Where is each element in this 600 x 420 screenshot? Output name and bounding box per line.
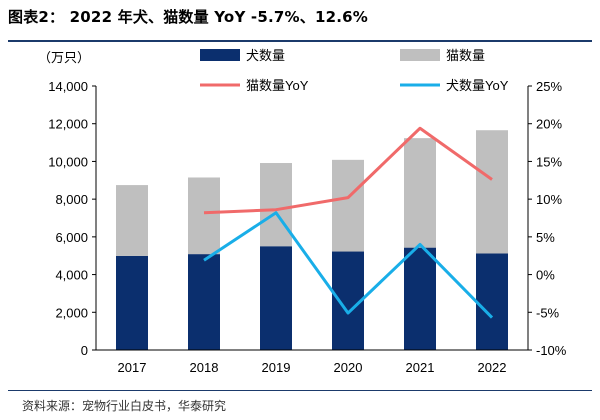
right-tick-label: 15%	[536, 154, 562, 169]
cat-count-bar	[260, 163, 292, 247]
dog-count-bar	[116, 255, 148, 350]
chart-title: 图表2： 2022 年犬、猫数量 YoY -5.7%、12.6%	[8, 8, 368, 26]
right-tick-label: -10%	[536, 343, 567, 358]
cat-yoy-line	[203, 126, 493, 215]
right-tick-label: -5%	[536, 305, 560, 320]
legend-label: 猫数量	[446, 48, 485, 63]
dog-count-bar	[332, 251, 364, 350]
legend-label: 犬数量	[246, 48, 285, 63]
legend-swatch	[200, 49, 240, 61]
x-tick-label: 2020	[334, 360, 363, 375]
x-tick-label: 2019	[262, 360, 291, 375]
legend-label: 猫数量YoY	[246, 78, 309, 93]
dog-count-bar	[188, 254, 220, 350]
dog-yoy-line	[203, 211, 494, 319]
dog-count-bar	[404, 247, 436, 350]
right-tick-label: 10%	[536, 192, 562, 207]
cat-count-bar	[404, 138, 436, 248]
right-tick-label: 5%	[536, 230, 555, 245]
cat-count-bar	[188, 177, 220, 255]
left-tick-label: 10,000	[48, 154, 88, 169]
x-tick-label: 2018	[190, 360, 219, 375]
cat-count-bar	[476, 130, 508, 254]
title-rule	[8, 40, 592, 42]
dog-count-bar	[260, 246, 292, 350]
x-tick-label: 2017	[118, 360, 147, 375]
chart: 02,0004,0006,0008,00010,00012,00014,000 …	[38, 48, 567, 375]
left-tick-label: 4,000	[55, 268, 88, 283]
source-rule	[8, 390, 592, 391]
cat-count-bar	[332, 159, 364, 252]
x-tick-label: 2022	[478, 360, 507, 375]
left-tick-label: 6,000	[55, 230, 88, 245]
right-tick-label: 20%	[536, 117, 562, 132]
legend-label: 犬数量YoY	[446, 78, 509, 93]
legend-swatch	[400, 49, 440, 61]
left-tick-label: 14,000	[48, 79, 88, 94]
y-axis-unit-label: （万只）	[38, 50, 90, 65]
right-tick-label: 25%	[536, 79, 562, 94]
x-tick-label: 2021	[406, 360, 435, 375]
source-note: 资料来源：宠物行业白皮书，华泰研究	[22, 399, 227, 413]
dog-count-bar	[476, 253, 508, 350]
cat-count-bar	[116, 185, 148, 256]
left-tick-label: 2,000	[55, 305, 88, 320]
left-tick-label: 0	[81, 343, 88, 358]
left-tick-label: 8,000	[55, 192, 88, 207]
right-tick-label: 0%	[536, 268, 555, 283]
left-tick-label: 12,000	[48, 117, 88, 132]
